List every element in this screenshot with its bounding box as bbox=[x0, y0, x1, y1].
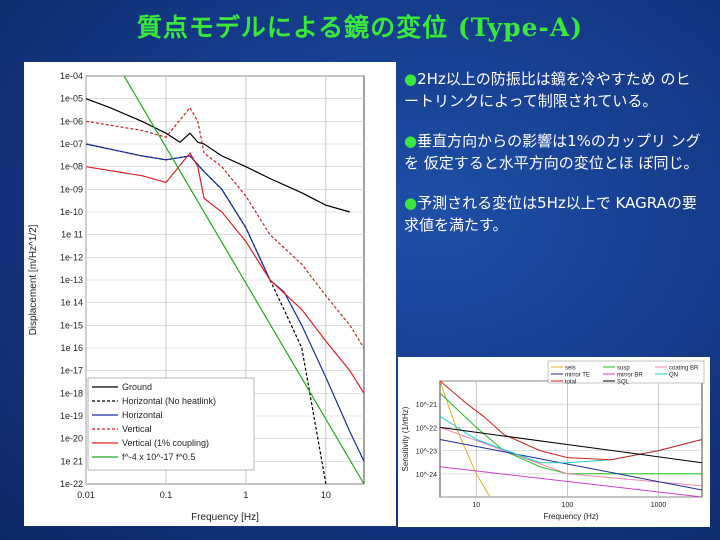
series-line bbox=[440, 392, 702, 475]
chart-sensitivity-panel: 10 100 1000 Frequency (Hz) Sensitivity (1/rt… bbox=[398, 357, 710, 527]
y-tick-label: 1e-13 bbox=[60, 275, 83, 285]
series-line bbox=[86, 151, 364, 394]
legend-entry: mirror BR bbox=[617, 373, 643, 379]
legend-entry: Vertical bbox=[122, 424, 152, 434]
y-tick-label: 1e-22 bbox=[60, 479, 83, 489]
legend-entry: seis bbox=[565, 366, 576, 372]
y-tick-label: 1e-04 bbox=[60, 71, 83, 81]
y-tick-label: 1e-07 bbox=[60, 139, 83, 149]
bullet-list: ●2Hz以上の防振比は鏡を冷やすため のヒートリンクによって制限されている。 ●… bbox=[404, 68, 704, 254]
x-tick-label: 10 bbox=[472, 502, 480, 509]
y-tick-label: 10^-22 bbox=[416, 425, 437, 432]
y-tick-label: 1e 14 bbox=[60, 298, 83, 308]
y-tick-label: 1e-06 bbox=[60, 116, 83, 126]
series-group bbox=[440, 381, 702, 497]
bullet-text: 2Hz以上の防振比は鏡を冷やすため のヒートリンクによって制限されている。 bbox=[404, 70, 691, 110]
series-line bbox=[440, 381, 491, 497]
legend-entry: Horizontal (No heatlink) bbox=[122, 396, 216, 406]
legend-entry: susp bbox=[617, 366, 630, 372]
series-line bbox=[123, 76, 364, 484]
y-tick-label: 1e-19 bbox=[60, 411, 83, 421]
series-line bbox=[86, 106, 364, 349]
x-tick-label: 10 bbox=[321, 490, 331, 500]
y-tick-label: 1e-10 bbox=[60, 207, 83, 217]
x-tick-label: 0.01 bbox=[77, 490, 95, 500]
chart-displacement-panel: 0.01 0.1 1 10 1e-04 1e-05 1e-06 1e-07 1e-08 1e-09… bbox=[24, 62, 396, 526]
legend-entry: Ground bbox=[122, 382, 152, 392]
y-tick-label: 10^-24 bbox=[416, 472, 437, 479]
y-axis-label: Displacement [m/Hz^1/2] bbox=[28, 224, 39, 335]
chart-sensitivity: 10 100 1000 Frequency (Hz) Sensitivity (1/rt… bbox=[401, 360, 705, 521]
series-line bbox=[86, 143, 364, 462]
y-tick-label: 1e-20 bbox=[60, 434, 83, 444]
y-axis-label: Sensitivity (1/rtHz) bbox=[401, 406, 410, 471]
bullet-item: ●2Hz以上の防振比は鏡を冷やすため のヒートリンクによって制限されている。 bbox=[404, 68, 704, 112]
slide-title: 質点モデルによる鏡の変位 (Type-A) bbox=[136, 13, 584, 42]
legend-box bbox=[87, 377, 255, 471]
legend-entry: coating BR bbox=[669, 366, 699, 372]
legend-entry: f^-4 x 10^-17 f^0.5 bbox=[122, 452, 195, 462]
y-tick-label: 1e 21 bbox=[60, 456, 83, 466]
series-line bbox=[440, 439, 702, 491]
bullet-dot-icon: ● bbox=[404, 194, 418, 212]
series-line bbox=[440, 466, 702, 497]
legend: seis susp coating BR mirror TE mirror BR QN to… bbox=[547, 360, 705, 386]
series-line bbox=[440, 426, 702, 487]
bullet-dot-icon: ● bbox=[404, 132, 418, 150]
legend-entry: Horizontal bbox=[122, 410, 163, 420]
x-axis-label: Frequency [Hz] bbox=[191, 512, 259, 523]
y-tick-label: 1e-09 bbox=[60, 184, 83, 194]
legend-entry: total bbox=[565, 380, 576, 386]
x-tick-label: 1000 bbox=[651, 502, 667, 509]
legend-entry: Vertical (1% coupling) bbox=[122, 438, 209, 448]
x-tick-label: 100 bbox=[562, 502, 574, 509]
legend: Ground Horizontal (No heatlink) Horizontal… bbox=[87, 377, 255, 471]
y-tick-label: 1e-17 bbox=[60, 366, 83, 376]
y-tick-label: 1e 16 bbox=[60, 343, 83, 353]
bullet-text: 垂直方向からの影響は1%のカップリ ングを 仮定すると水平方向の変位とほ ぼ同じ… bbox=[404, 132, 701, 172]
x-tick-label: 1 bbox=[243, 490, 248, 500]
series-line bbox=[440, 426, 702, 464]
y-tick-label: 1e-15 bbox=[60, 320, 83, 330]
legend-entry: mirror TE bbox=[565, 373, 590, 379]
legend-entry: SQL bbox=[617, 380, 630, 386]
y-tick-label: 1e-18 bbox=[60, 388, 83, 398]
chart-displacement: 0.01 0.1 1 10 1e-04 1e-05 1e-06 1e-07 1e-08 1e-09… bbox=[28, 71, 365, 523]
y-tick-label: 1e-05 bbox=[60, 94, 83, 104]
bullet-text: 予測される変位は5Hz以上で KAGRAの要求値を満たす。 bbox=[404, 194, 697, 234]
series-line bbox=[440, 381, 702, 461]
bullet-dot-icon: ● bbox=[404, 70, 418, 88]
y-tick-label: 1e 11 bbox=[61, 230, 83, 240]
y-tick-label: 10^-23 bbox=[416, 449, 437, 456]
bullet-item: ●垂直方向からの影響は1%のカップリ ングを 仮定すると水平方向の変位とほ ぼ同… bbox=[404, 130, 704, 174]
y-tick-label: 1e-12 bbox=[60, 252, 83, 262]
x-axis-label: Frequency (Hz) bbox=[543, 512, 598, 521]
x-tick-label: 0.1 bbox=[160, 490, 173, 500]
y-tick-label: 10^-21 bbox=[416, 402, 437, 409]
series-group bbox=[86, 76, 364, 484]
y-tick-label: 1e-08 bbox=[60, 162, 83, 172]
bullet-item: ●予測される変位は5Hz以上で KAGRAの要求値を満たす。 bbox=[404, 192, 704, 236]
series-line bbox=[86, 98, 351, 213]
legend-entry: QN bbox=[669, 373, 678, 379]
